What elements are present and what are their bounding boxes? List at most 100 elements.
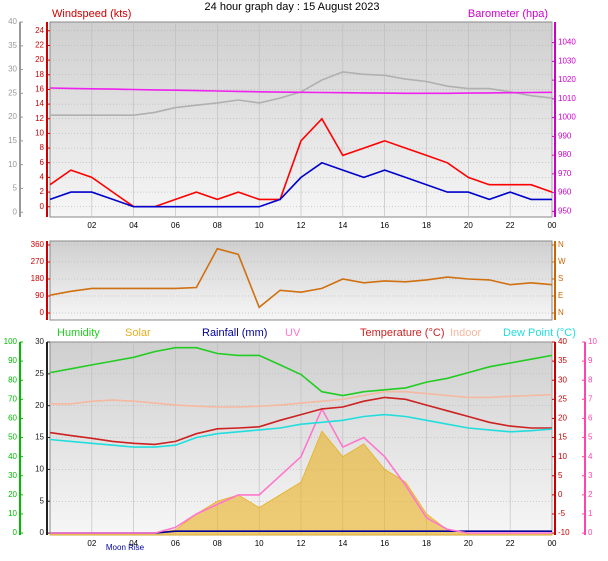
y-tick-label: 40 bbox=[8, 17, 17, 26]
x-tick-label: 08 bbox=[213, 221, 222, 230]
legend-entry: Indoor bbox=[450, 327, 482, 339]
y-tick-label: 9 bbox=[588, 356, 593, 365]
x-tick-label: 04 bbox=[129, 539, 138, 548]
y-tick-label: N bbox=[558, 308, 564, 317]
y-tick-label: -5 bbox=[558, 509, 566, 518]
y-tick-label: 35 bbox=[8, 41, 17, 50]
x-tick-label: 12 bbox=[297, 221, 306, 230]
y-tick-label: 0 bbox=[40, 528, 45, 537]
x-tick-label: 20 bbox=[464, 539, 473, 548]
y-tick-label: 50 bbox=[8, 433, 17, 442]
y-tick-label: 3 bbox=[588, 471, 593, 480]
y-tick-label: 22 bbox=[35, 41, 44, 50]
x-tick-label: 12 bbox=[297, 539, 306, 548]
x-tick-label: 18 bbox=[422, 539, 431, 548]
series-line bbox=[49, 413, 553, 448]
y-tick-label: 0 bbox=[40, 202, 45, 211]
x-tick-label: 08 bbox=[213, 539, 222, 548]
plot-area bbox=[49, 240, 553, 321]
x-tick-label: 06 bbox=[171, 539, 180, 548]
y-tick-label: 1000 bbox=[558, 113, 576, 122]
y-tick-label: 980 bbox=[558, 150, 572, 159]
y-tick-label: N bbox=[558, 240, 564, 249]
y-tick-label: 10 bbox=[8, 509, 17, 518]
y-tick-label: 970 bbox=[558, 169, 572, 178]
y-tick-label: 25 bbox=[8, 88, 17, 97]
series-line bbox=[50, 390, 553, 408]
y-tick-label: -10 bbox=[558, 528, 570, 537]
y-tick-label: 30 bbox=[35, 337, 44, 346]
annotation: Moon Rise bbox=[106, 543, 145, 552]
y-tick-label: 8 bbox=[588, 375, 593, 384]
y-tick-label: 15 bbox=[35, 433, 44, 442]
x-tick-label: 20 bbox=[464, 221, 473, 230]
legend-entry: Humidity bbox=[57, 327, 100, 339]
y-tick-label: 10 bbox=[35, 465, 44, 474]
y-tick-label: 8 bbox=[40, 143, 45, 152]
y-tick-label: 0 bbox=[13, 207, 18, 216]
y-tick-label: 5 bbox=[558, 471, 563, 480]
y-tick-label: 4 bbox=[588, 452, 593, 461]
y-tick-label: 5 bbox=[13, 184, 18, 193]
y-tick-label: 270 bbox=[31, 257, 45, 266]
x-tick-label: 04 bbox=[129, 221, 138, 230]
y-tick-label: 0 bbox=[588, 528, 593, 537]
y-tick-label: 20 bbox=[8, 112, 17, 121]
x-tick-label: 22 bbox=[506, 221, 515, 230]
y-tick-label: 30 bbox=[558, 375, 567, 384]
x-tick-label: 16 bbox=[380, 539, 389, 548]
y-tick-label: 20 bbox=[558, 414, 567, 423]
y-tick-label: 1 bbox=[588, 509, 593, 518]
y-tick-label: 960 bbox=[558, 188, 572, 197]
y-tick-label: 2 bbox=[40, 187, 45, 196]
y-tick-label: 20 bbox=[8, 490, 17, 499]
x-tick-label: 02 bbox=[87, 539, 96, 548]
page-title: 24 hour graph day : 15 August 2023 bbox=[205, 1, 380, 13]
x-tick-label: 00 bbox=[548, 221, 557, 230]
x-tick-label: 16 bbox=[380, 221, 389, 230]
y-tick-label: 0 bbox=[13, 528, 18, 537]
series-line bbox=[49, 247, 553, 309]
y-tick-label: 5 bbox=[40, 496, 45, 505]
y-tick-label: 80 bbox=[8, 375, 17, 384]
legend-entry: Temperature (°C) bbox=[360, 327, 444, 339]
y-tick-label: 15 bbox=[8, 136, 17, 145]
x-tick-label: 06 bbox=[171, 221, 180, 230]
y-tick-label: 90 bbox=[8, 356, 17, 365]
y-tick-label: 1020 bbox=[558, 75, 576, 84]
axis-title: Windspeed (kts) bbox=[52, 8, 131, 20]
y-tick-label: 60 bbox=[8, 414, 17, 423]
x-tick-label: 02 bbox=[87, 221, 96, 230]
legend-entry: Solar bbox=[125, 327, 151, 339]
y-tick-label: 0 bbox=[40, 308, 45, 317]
y-tick-label: 15 bbox=[558, 433, 567, 442]
x-tick-label: 14 bbox=[338, 539, 347, 548]
y-tick-label: 4 bbox=[40, 173, 45, 182]
y-tick-label: 7 bbox=[588, 394, 593, 403]
y-tick-label: 40 bbox=[8, 452, 17, 461]
series-line bbox=[49, 87, 553, 95]
y-tick-label: 1010 bbox=[558, 94, 576, 103]
y-tick-label: 0 bbox=[558, 490, 563, 499]
x-tick-label: 00 bbox=[548, 539, 557, 548]
y-tick-label: 950 bbox=[558, 206, 572, 215]
y-tick-label: 20 bbox=[35, 401, 44, 410]
legend-entry: Dew Point (°C) bbox=[503, 327, 576, 339]
y-tick-label: W bbox=[558, 257, 566, 266]
y-tick-label: 16 bbox=[35, 85, 44, 94]
y-tick-label: 30 bbox=[8, 471, 17, 480]
x-tick-label: 14 bbox=[338, 221, 347, 230]
y-tick-label: 10 bbox=[558, 452, 567, 461]
y-tick-label: 990 bbox=[558, 131, 572, 140]
y-tick-label: 20 bbox=[35, 55, 44, 64]
y-tick-label: 1030 bbox=[558, 56, 576, 65]
x-tick-label: 22 bbox=[506, 539, 515, 548]
y-tick-label: 10 bbox=[588, 337, 597, 346]
series-line bbox=[49, 346, 553, 397]
y-tick-label: 40 bbox=[558, 337, 567, 346]
y-tick-label: 30 bbox=[8, 65, 17, 74]
series-line bbox=[50, 407, 552, 534]
y-tick-label: 35 bbox=[558, 356, 567, 365]
y-tick-label: 24 bbox=[35, 26, 44, 35]
